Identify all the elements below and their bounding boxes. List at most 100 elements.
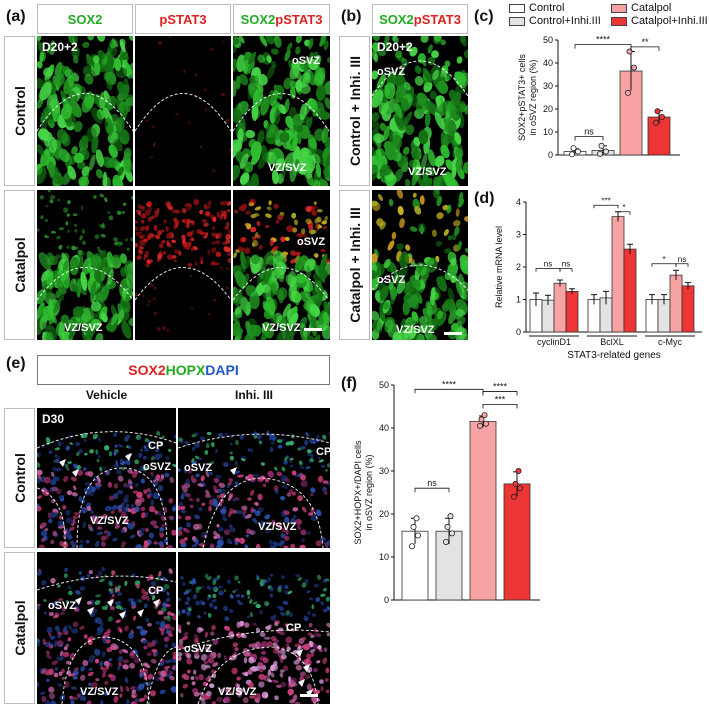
micrograph-texture bbox=[372, 190, 468, 340]
y-tick-label: 2 bbox=[516, 262, 521, 272]
data-point bbox=[444, 523, 451, 530]
significance-label: * bbox=[662, 255, 665, 264]
bar bbox=[469, 421, 497, 601]
data-point bbox=[624, 89, 631, 96]
header-merge-pstat3: pSTAT3 bbox=[275, 11, 323, 27]
data-point bbox=[443, 538, 450, 545]
label-osvz-e1: oSVZ bbox=[143, 461, 172, 473]
micrograph-catalpol-merge bbox=[233, 190, 330, 340]
significance-label: ** bbox=[641, 37, 649, 47]
chart-f: 0 10 20 30 40 50 SOX2+HOPX+/DAPI cellsin oSVZ … bbox=[353, 380, 540, 605]
panel-e-title: SOX2 HOPX DAPI bbox=[37, 355, 330, 385]
data-point bbox=[516, 485, 523, 492]
significance-label: **** bbox=[442, 380, 457, 389]
y-tick-label: 10 bbox=[543, 127, 553, 137]
data-point bbox=[449, 530, 456, 537]
header-sox2: SOX2 bbox=[37, 4, 133, 34]
significance-label: ns bbox=[427, 478, 437, 488]
label-osvz-a2: oSVZ bbox=[297, 236, 326, 248]
label-cp-e3: CP bbox=[148, 585, 164, 597]
bar bbox=[611, 216, 625, 333]
label-vzsvz-b2: VZ/SVZ bbox=[396, 324, 435, 336]
data-point bbox=[512, 480, 519, 487]
header-merge-sox2: SOX2 bbox=[240, 11, 276, 27]
bar bbox=[503, 483, 531, 601]
y-axis-label: SOX2+HOPX+/DAPI cellsin oSVZ region (%) bbox=[353, 440, 374, 545]
significance-bracket bbox=[630, 46, 660, 51]
header-merge: SOX2 pSTAT3 bbox=[233, 4, 330, 34]
label-vzsvz-e4: VZ/SVZ bbox=[218, 686, 257, 698]
micrograph-texture bbox=[37, 408, 176, 548]
significance-label: **** bbox=[493, 381, 508, 391]
y-tick-label: 20 bbox=[379, 509, 389, 519]
bar bbox=[681, 285, 695, 333]
y-tick-label: 50 bbox=[543, 35, 553, 45]
y-tick-label: 1 bbox=[516, 295, 521, 305]
header-b-sox2: SOX2 bbox=[379, 11, 414, 27]
significance-bracket bbox=[651, 263, 677, 267]
legend-item-catalpol-inhi: Catalpol+Inhi.III bbox=[611, 15, 708, 27]
legend-item-control-inhi: Control+Inhi.III bbox=[509, 15, 601, 27]
significance-label: ns bbox=[678, 255, 686, 264]
significance-label: *** bbox=[601, 196, 610, 205]
data-point bbox=[476, 422, 483, 429]
data-point bbox=[598, 142, 605, 149]
label-vzsvz-e3: VZ/SVZ bbox=[80, 686, 119, 698]
y-axis-label: SOX2+pSTAT3+ cellsin oSVZ region (%) bbox=[517, 54, 538, 141]
legend-item-catalpol: Catalpol bbox=[611, 2, 671, 14]
y-tick-label: 0 bbox=[516, 327, 521, 337]
data-point bbox=[447, 513, 454, 520]
title-sox2: SOX2 bbox=[128, 362, 166, 378]
data-point bbox=[482, 420, 489, 427]
data-point bbox=[570, 145, 577, 152]
micrograph-texture bbox=[37, 552, 176, 704]
label-cp-e1: CP bbox=[148, 440, 164, 452]
label-vzsvz-e2: VZ/SVZ bbox=[258, 521, 297, 533]
panel-f-letter: (f) bbox=[341, 375, 357, 392]
data-point bbox=[654, 108, 661, 115]
data-point bbox=[569, 151, 576, 158]
y-tick-label: 0 bbox=[384, 595, 389, 605]
y-tick-label: 0 bbox=[548, 150, 553, 160]
group-label: cyclinD1 bbox=[537, 337, 571, 347]
micrograph-control-pstat3 bbox=[135, 36, 231, 186]
significance-bracket bbox=[574, 136, 604, 141]
label-osvz-e4: oSVZ bbox=[184, 643, 213, 655]
bar bbox=[565, 290, 579, 333]
micrograph-texture bbox=[37, 190, 133, 340]
title-dapi: DAPI bbox=[205, 362, 239, 378]
significance-label: ns bbox=[544, 260, 552, 269]
micrograph-catalpol-inhi bbox=[178, 552, 330, 704]
micrograph-catalpol-sox2 bbox=[37, 190, 133, 340]
micrograph-catalpol-inhi-merge bbox=[372, 190, 468, 340]
label-osvz-e3: oSVZ bbox=[48, 600, 77, 612]
legend-swatch-catalpol-inhi bbox=[611, 16, 627, 26]
data-point bbox=[658, 114, 665, 121]
row-label-catalpol-inhi: Catalpol + Inhi. III bbox=[339, 190, 370, 340]
label-osvz-b1: oSVZ bbox=[377, 66, 406, 78]
micrograph-texture bbox=[178, 552, 330, 704]
significance-bracket bbox=[414, 388, 484, 394]
data-point bbox=[481, 412, 488, 419]
panel-a-letter: (a) bbox=[6, 8, 26, 25]
micrograph-catalpol-vehicle bbox=[37, 552, 176, 704]
significance-label: **** bbox=[596, 35, 611, 45]
scale-bar-a bbox=[304, 328, 322, 331]
significance-bracket bbox=[535, 268, 561, 272]
legend-swatch-control-inhi bbox=[509, 16, 525, 26]
row-label-control-a: Control bbox=[4, 36, 35, 186]
micrograph-control-inhi bbox=[178, 408, 330, 548]
data-point bbox=[575, 148, 582, 155]
chart-d: 0 1 2 3 4 Relative mRNA level cyclinD1 ns ns BclX… bbox=[494, 196, 702, 360]
significance-label: *** bbox=[495, 394, 506, 404]
row-label-catalpol-a: Catalpol bbox=[4, 190, 35, 340]
micrograph-catalpol-pstat3 bbox=[135, 190, 231, 340]
y-tick-label: 40 bbox=[379, 423, 389, 433]
bar bbox=[553, 282, 567, 333]
y-tick-label: 40 bbox=[543, 58, 553, 68]
label-cp-e4: CP bbox=[286, 622, 302, 634]
legend-item-control: Control bbox=[509, 2, 564, 14]
scale-bar-b bbox=[444, 332, 462, 335]
data-point bbox=[515, 468, 522, 475]
bar bbox=[669, 274, 683, 333]
